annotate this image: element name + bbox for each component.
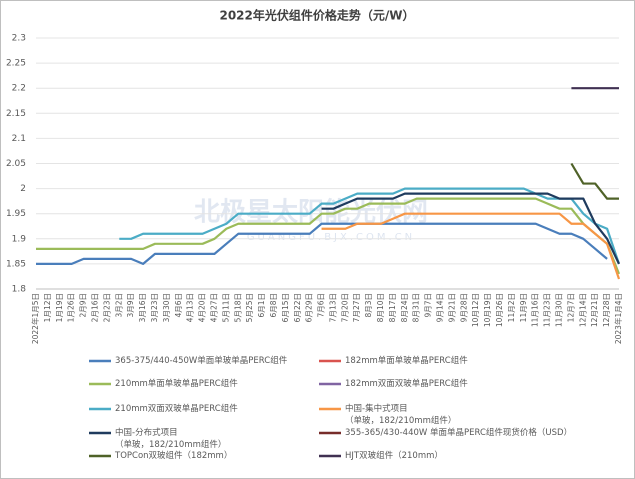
x-tick-label: 11月9日 (519, 293, 528, 322)
x-tick-label: 6月29日 (305, 293, 314, 322)
y-tick-label: 2.05 (6, 159, 26, 169)
x-tick-label: 3月16日 (138, 293, 147, 322)
y-tick-label: 2.2 (12, 84, 26, 94)
x-tick-label: 12月14日 (578, 293, 587, 327)
y-tick-label: 2.1 (12, 134, 26, 144)
legend-label: 210mm双面双玻单晶PERC组件 (115, 404, 238, 414)
series-line (36, 197, 621, 275)
x-tick-label: 1月26日 (67, 293, 76, 322)
series-line (321, 192, 620, 265)
legend-label: HJT双玻组件（210mm） (345, 451, 443, 461)
x-tick-label: 2023年1月4日 (613, 293, 623, 344)
x-tick-label: 3月23日 (150, 293, 159, 322)
series-line (36, 222, 608, 265)
x-tick-label: 7月13日 (328, 293, 337, 322)
x-tick-label: 4月27日 (209, 293, 218, 322)
x-tick-label: 8月17日 (388, 293, 397, 322)
legend-label: 182mm单面单玻单晶PERC组件 (345, 356, 468, 366)
x-tick-label: 7月27日 (352, 293, 361, 322)
x-tick-label: 1月19日 (55, 293, 64, 322)
x-tick-label: 6月15日 (281, 293, 290, 322)
x-tick-label: 10月19日 (483, 293, 492, 327)
x-tick-label: 10月26日 (495, 293, 504, 327)
x-tick-label: 3月2日 (114, 293, 123, 318)
x-tick-label: 3月9日 (126, 293, 135, 318)
legend-label: 210mm单面单玻单晶PERC组件 (115, 379, 238, 389)
x-tick-label: 4月20日 (198, 293, 207, 322)
watermark-sub: GUANGFU.BJX.COM.CN (247, 232, 415, 243)
y-tick-label: 1.85 (6, 259, 26, 269)
x-tick-label: 2月9日 (79, 293, 88, 318)
y-tick-label: 2.3 (12, 34, 26, 44)
x-tick-label: 2月16日 (90, 293, 99, 322)
x-tick-label: 5月25日 (245, 293, 254, 322)
x-tick-label: 8月3日 (364, 293, 373, 318)
chart-title: 2022年光伏组件价格走势（元/W） (219, 8, 414, 23)
y-tick-label: 2 (20, 184, 26, 194)
x-tick-label: 5月11日 (221, 293, 230, 322)
x-tick-label: 9月21日 (447, 293, 456, 322)
x-tick-label: 6月8日 (269, 293, 278, 318)
x-tick-label: 10月12日 (471, 293, 480, 327)
x-tick-label: 6月1日 (257, 293, 266, 318)
legend-label: 355-365/430-440W 单面单晶PERC组件现货价格（USD） (345, 428, 573, 438)
x-tick-label: 7月6日 (317, 293, 326, 318)
x-tick-label: 5月18日 (233, 293, 242, 322)
legend-label: TOPCon双玻组件（182mm） (115, 451, 233, 461)
y-tick-label: 2.25 (6, 59, 26, 69)
series-line (570, 162, 619, 200)
x-tick-label: 8月10日 (376, 293, 385, 322)
legend-label: 182mm双面双玻单晶PERC组件 (345, 379, 468, 389)
x-tick-label: 3月30日 (162, 293, 171, 322)
x-tick-label: 11月16日 (531, 293, 540, 327)
legend-label: 中国-分布式项目 （单玻，182/210mm组件） (115, 428, 227, 450)
x-tick-label: 9月7日 (424, 293, 433, 318)
x-tick-label: 8月31日 (412, 293, 421, 322)
x-tick-label: 6月22日 (293, 293, 302, 322)
x-tick-label: 11月30日 (555, 293, 564, 327)
x-tick-label: 9月28日 (459, 293, 468, 322)
legend-label: 中国-集中式项目 （单玻，182/210mm组件） (345, 404, 457, 426)
x-tick-label: 2022年1月5日 (30, 293, 40, 344)
x-tick-label: 4月6日 (174, 293, 183, 318)
x-tick-label: 9月14日 (436, 293, 445, 322)
y-tick-label: 1.9 (12, 234, 27, 244)
x-tick-label: 12月21日 (590, 293, 599, 327)
y-tick-label: 2.15 (6, 109, 26, 119)
x-tick-label: 4月13日 (186, 293, 195, 322)
x-tick-label: 1月12日 (43, 293, 52, 322)
x-tick-label: 2月23日 (102, 293, 111, 322)
x-tick-label: 8月24日 (400, 293, 409, 322)
x-tick-label: 11月23日 (543, 293, 552, 327)
y-tick-label: 1.8 (12, 285, 27, 295)
y-tick-label: 1.95 (6, 209, 26, 219)
x-tick-label: 11月2日 (507, 293, 516, 322)
x-tick-label: 12月28日 (602, 293, 611, 327)
x-tick-label: 7月20日 (340, 293, 349, 322)
x-tick-label: 12月7日 (566, 293, 575, 322)
legend-label: 365-375/440-450W单面单玻单晶PERC组件 (115, 356, 288, 366)
series-line (321, 212, 621, 280)
